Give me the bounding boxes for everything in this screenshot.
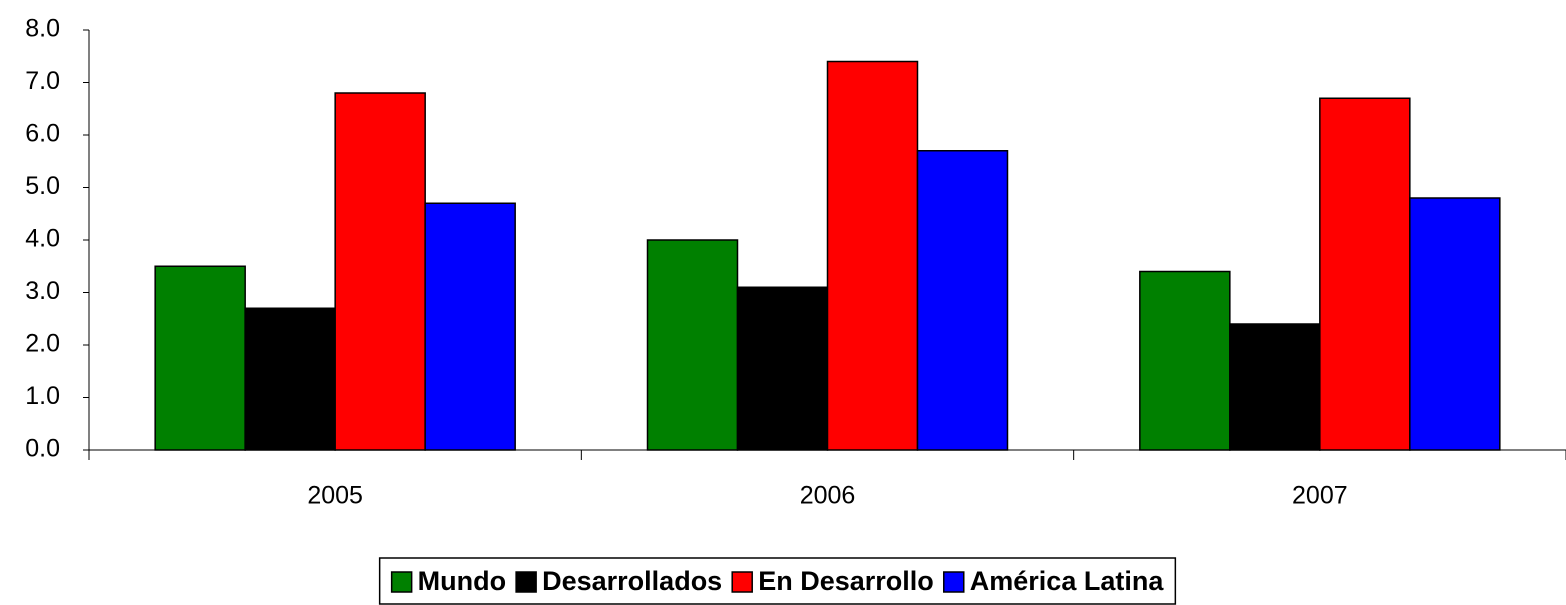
bar (1409, 197, 1501, 451)
legend-swatch (943, 571, 965, 593)
y-tick-label: 1.0 (25, 382, 60, 410)
bar (424, 202, 516, 451)
legend-label: Mundo (418, 566, 506, 596)
y-tick-label: 5.0 (25, 172, 60, 200)
bar (736, 286, 829, 451)
bar (1229, 323, 1321, 451)
legend-swatch (390, 571, 413, 593)
legend: Mundo Desarrollados En Desarrollo América L… (378, 557, 1177, 605)
bar (826, 60, 919, 451)
bar (1139, 270, 1231, 451)
x-tick-label: 2007 (1292, 482, 1348, 510)
legend-label: América Latina (970, 566, 1165, 596)
legend-swatch (515, 571, 537, 593)
bar (154, 265, 246, 451)
bar (244, 307, 336, 451)
y-tick-label: 3.0 (25, 277, 60, 305)
y-tick-label: 7.0 (25, 67, 60, 95)
y-tick-label: 8.0 (25, 15, 60, 43)
legend-label: Desarrollados (542, 566, 722, 596)
bar (334, 92, 426, 451)
legend-label: En Desarrollo (758, 566, 934, 596)
y-tick-label: 2.0 (25, 330, 60, 358)
bar (646, 239, 739, 451)
bar (916, 150, 1009, 451)
y-tick-label: 4.0 (25, 225, 60, 253)
y-tick-label: 0.0 (25, 435, 60, 463)
x-tick-label: 2006 (800, 482, 856, 510)
legend-box (378, 557, 1177, 605)
bar (1319, 97, 1411, 451)
y-tick-label: 6.0 (25, 120, 60, 148)
legend-swatch (731, 571, 753, 593)
x-tick-label: 2005 (307, 482, 363, 510)
